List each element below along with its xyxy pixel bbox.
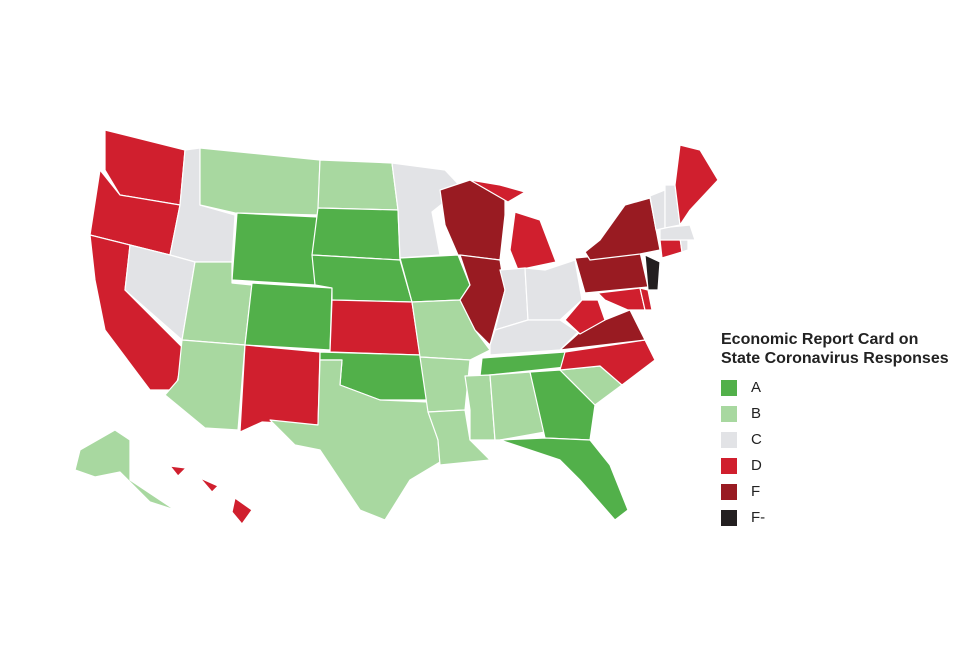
state xyxy=(597,287,646,311)
legend-label: D xyxy=(751,457,762,474)
state xyxy=(489,319,579,356)
state xyxy=(584,197,661,261)
state xyxy=(169,465,187,477)
state xyxy=(74,429,176,511)
state xyxy=(391,162,463,259)
state xyxy=(529,369,596,441)
legend-swatch xyxy=(721,510,737,526)
legend-swatch xyxy=(721,484,737,500)
legend-swatch xyxy=(721,458,737,474)
state xyxy=(659,224,696,241)
state xyxy=(399,254,471,303)
state xyxy=(311,207,401,261)
legend: Economic Report Card on State Coronavirus… xyxy=(721,331,949,526)
state xyxy=(464,374,496,441)
states xyxy=(74,129,719,525)
state xyxy=(239,344,321,433)
legend-swatch xyxy=(721,432,737,448)
state xyxy=(674,144,719,226)
state xyxy=(269,359,441,521)
legend-swatch xyxy=(721,406,737,422)
state xyxy=(559,309,646,351)
state xyxy=(317,159,399,211)
state xyxy=(199,477,219,493)
state xyxy=(564,299,606,335)
state xyxy=(499,437,629,521)
legend-title: Economic Report Card on xyxy=(721,331,918,348)
state xyxy=(244,282,333,351)
legend-label: B xyxy=(751,405,761,422)
state xyxy=(644,254,661,291)
legend-label: F- xyxy=(751,509,765,526)
state xyxy=(231,212,319,286)
state xyxy=(419,356,471,413)
state xyxy=(509,211,557,271)
legend-swatch xyxy=(721,380,737,396)
state xyxy=(659,237,683,259)
state xyxy=(329,299,421,356)
legend-label: F xyxy=(751,483,760,500)
state xyxy=(427,409,491,466)
state xyxy=(574,251,649,294)
state xyxy=(639,287,653,311)
legend-label: A xyxy=(751,379,761,396)
state xyxy=(231,497,253,525)
legend-label: C xyxy=(751,431,762,448)
legend-title: State Coronavirus Responses xyxy=(721,350,949,367)
state xyxy=(199,147,321,216)
state xyxy=(459,254,506,346)
state xyxy=(489,371,546,441)
state xyxy=(469,179,526,203)
